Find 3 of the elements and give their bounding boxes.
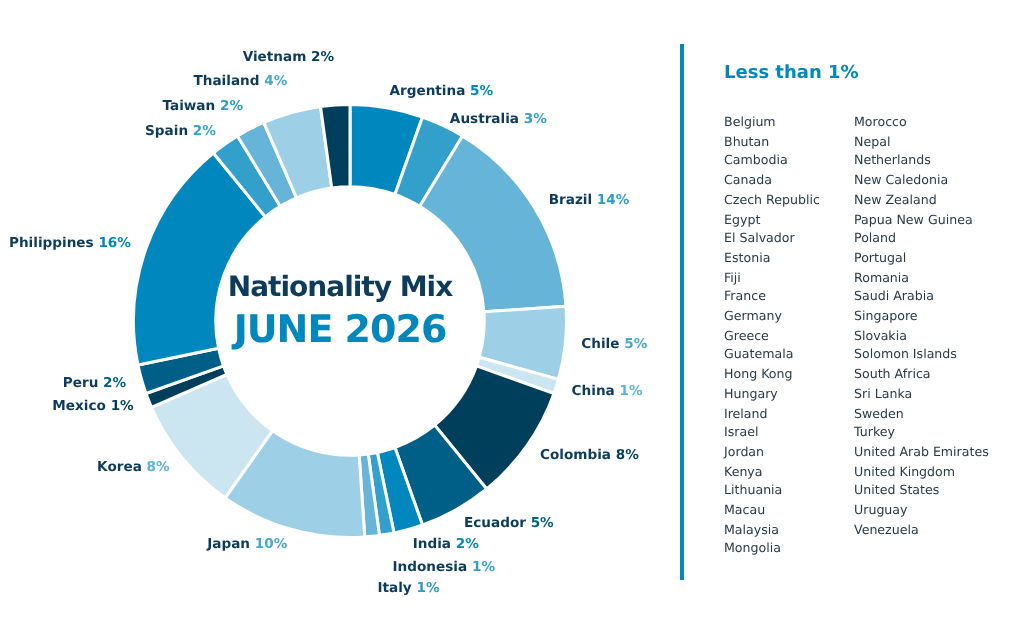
text: JUNE 2026 — [229, 308, 449, 352]
text: Nationality Mix — [225, 272, 455, 304]
text: Less than 1% — [724, 64, 859, 84]
